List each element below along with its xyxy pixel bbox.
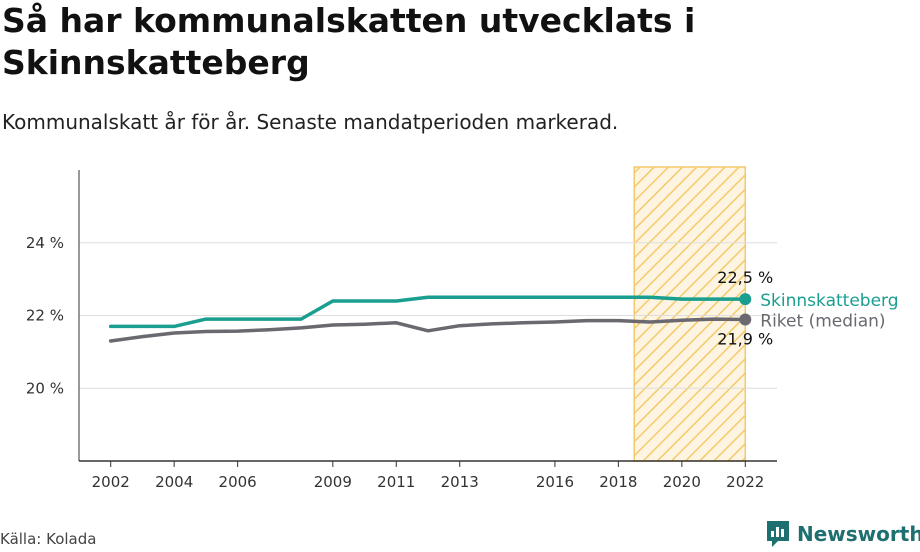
chart-title: Så har kommunalskatten utvecklats i Skin… xyxy=(2,1,696,82)
chart-subtitle: Kommunalskatt år för år. Senaste mandatp… xyxy=(2,110,619,134)
series-name-label-1: Riket (median) xyxy=(760,312,885,332)
highlight-period xyxy=(633,166,747,462)
x-tick-label: 2009 xyxy=(314,473,352,491)
newsworthy-logo-icon xyxy=(767,521,789,547)
x-tick-label: 2016 xyxy=(536,473,574,491)
source-note: Källa: Kolada xyxy=(0,530,97,548)
x-tick-label: 2006 xyxy=(219,473,257,491)
x-tick-label: 2004 xyxy=(155,473,193,491)
x-tick-label: 2018 xyxy=(599,473,637,491)
series-line-0 xyxy=(108,295,748,329)
brand-logo: Newsworthy xyxy=(765,518,920,550)
y-tick-label: 24 % xyxy=(26,234,64,252)
x-tick-label: 2013 xyxy=(441,473,479,491)
x-tick-label: 2002 xyxy=(92,473,130,491)
series-value-label-1: 21,9 % xyxy=(717,330,773,349)
x-tick-label: 2020 xyxy=(663,473,701,491)
brand-name: Newsworthy xyxy=(797,522,920,546)
x-tick-label: 2011 xyxy=(377,473,415,491)
series-end-point-0 xyxy=(739,293,752,306)
series-line-1 xyxy=(108,317,748,343)
x-tick-label: 2022 xyxy=(726,473,764,491)
series-name-label-0: Skinnskatteberg xyxy=(760,291,898,311)
series-end-point-1 xyxy=(739,313,752,326)
y-tick-label: 22 % xyxy=(26,307,64,325)
series-value-label-0: 22,5 % xyxy=(717,268,773,287)
y-tick-label: 20 % xyxy=(26,379,64,397)
